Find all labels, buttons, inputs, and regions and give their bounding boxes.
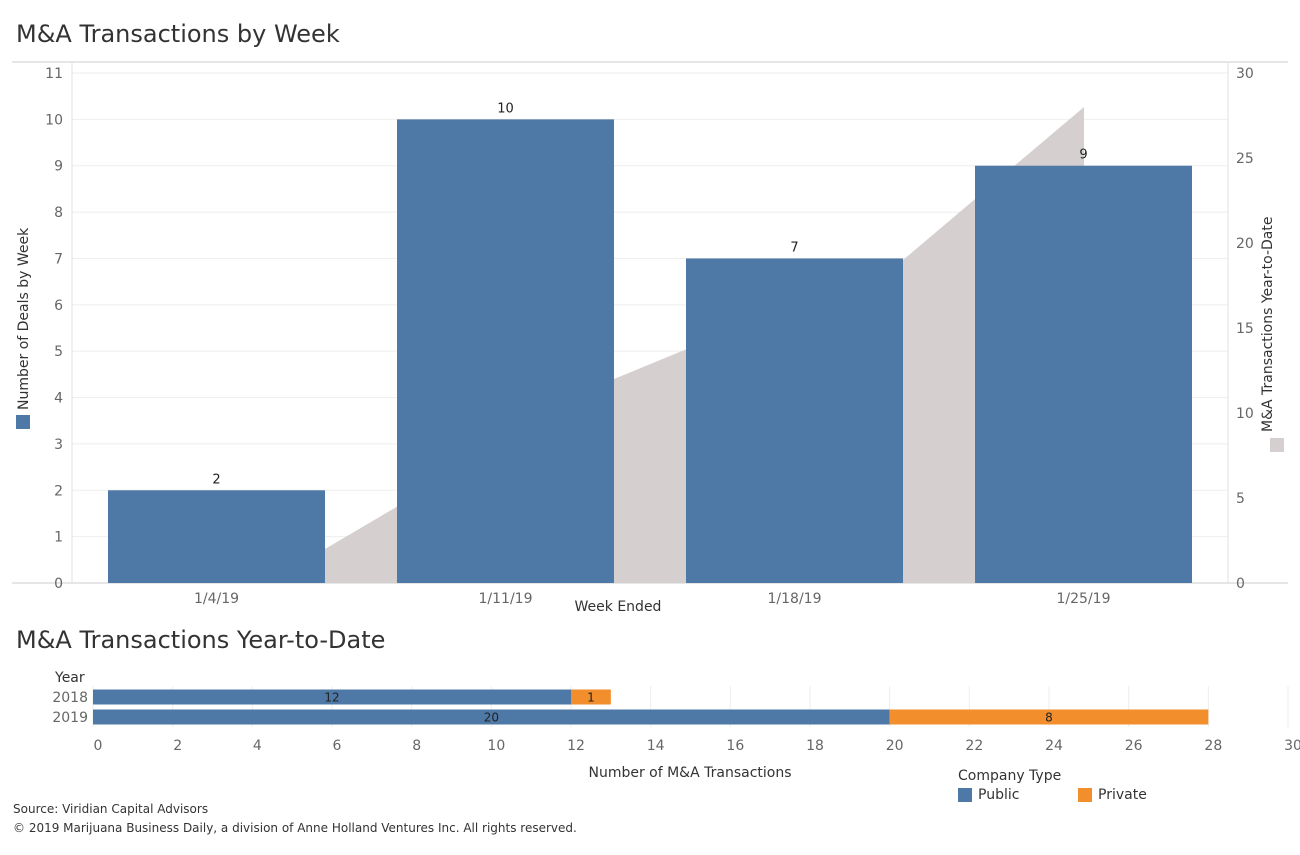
x-tick-label: 26 <box>1125 738 1143 754</box>
y2-axis-title: M&A Transactions Year-to-Date <box>1260 217 1276 432</box>
copyright-note: © 2019 Marijuana Business Daily, a divis… <box>13 821 577 835</box>
x-tick-label: 2 <box>173 738 182 754</box>
stacked-bar-public <box>93 689 571 705</box>
chart-title-ytd: M&A Transactions Year-to-Date <box>16 626 386 654</box>
y2-tick-label: 15 <box>1236 321 1254 337</box>
x-tick-label: 1/18/19 <box>768 591 822 607</box>
legend-label-private: Private <box>1098 787 1147 803</box>
bar-week-0 <box>108 490 325 583</box>
year-label: 2019 <box>52 710 88 726</box>
company-type-legend: Company Type Public Private <box>958 768 1198 803</box>
y-axis-title: Number of Deals by Week <box>16 227 32 410</box>
y-tick-label: 10 <box>45 112 63 128</box>
x-tick-label: 24 <box>1045 738 1063 754</box>
segment-value-label: 20 <box>484 711 499 725</box>
bar-week-1 <box>397 119 614 583</box>
legend-swatch-private <box>1078 788 1092 802</box>
x-tick-label: 10 <box>487 738 505 754</box>
legend-item-private: Private <box>1078 787 1198 803</box>
y-tick-label: 5 <box>54 344 63 360</box>
bar-value-label: 9 <box>1079 148 1087 163</box>
y-tick-label: 0 <box>54 576 63 592</box>
x-tick-label: 1/11/19 <box>479 591 533 607</box>
bar-week-3 <box>975 165 1192 583</box>
y2-tick-label: 10 <box>1236 406 1254 422</box>
y2-tick-label: 5 <box>1236 491 1245 507</box>
segment-value-label: 1 <box>587 691 595 705</box>
y-tick-label: 8 <box>54 205 63 221</box>
x-tick-label: 22 <box>965 738 983 754</box>
x-axis-title: Week Ended <box>575 599 662 615</box>
bar-value-label: 10 <box>497 101 514 116</box>
x-tick-label: 14 <box>647 738 665 754</box>
legend-item-public: Public <box>958 787 1078 803</box>
weekly-transactions-chart: 2 10 7 9 0 1 2 3 4 5 6 7 8 9 10 11 0 5 10 15 20 25 30 1/4/19 1/1… <box>12 61 1288 615</box>
x-tick-label: 28 <box>1204 738 1222 754</box>
y-tick-label: 3 <box>54 437 63 453</box>
x-tick-label: 1/25/19 <box>1057 591 1111 607</box>
source-note: Source: Viridian Capital Advisors <box>13 802 209 816</box>
bar-value-label: 7 <box>790 240 798 255</box>
x-tick-label: 1/4/19 <box>194 591 239 607</box>
y-header: Year <box>54 670 85 686</box>
y-axis-swatch <box>16 415 30 429</box>
x-tick-label: 4 <box>253 738 262 754</box>
stacked-bar-private <box>889 709 1209 725</box>
year-label: 2018 <box>52 690 88 706</box>
y2-axis-swatch <box>1270 438 1284 452</box>
x-tick-label: 6 <box>333 738 342 754</box>
bar-week-2 <box>686 258 903 583</box>
y-tick-label: 9 <box>54 159 63 175</box>
segment-value-label: 12 <box>324 691 339 705</box>
y2-tick-label: 25 <box>1236 151 1254 167</box>
stacked-bar-public <box>93 709 890 725</box>
segment-value-label: 8 <box>1045 711 1053 725</box>
x-axis-title: Number of M&A Transactions <box>588 765 791 781</box>
y2-tick-label: 0 <box>1236 576 1245 592</box>
x-tick-label: 20 <box>886 738 904 754</box>
y-tick-label: 1 <box>54 530 63 546</box>
x-tick-label: 16 <box>726 738 744 754</box>
bar-value-label: 2 <box>212 472 220 487</box>
y-tick-label: 2 <box>54 483 63 499</box>
x-tick-label: 8 <box>412 738 421 754</box>
x-tick-label: 0 <box>94 738 103 754</box>
y2-tick-label: 30 <box>1236 66 1254 82</box>
x-tick-label: 12 <box>567 738 585 754</box>
x-tick-label: 30 <box>1284 738 1300 754</box>
legend-title: Company Type <box>958 768 1062 784</box>
y2-tick-label: 20 <box>1236 236 1254 252</box>
y-tick-label: 4 <box>54 391 63 407</box>
y-tick-label: 6 <box>54 298 63 314</box>
y-tick-label: 7 <box>54 251 63 267</box>
stacked-bar-private <box>571 689 611 705</box>
chart-title-weekly: M&A Transactions by Week <box>16 20 340 48</box>
legend-swatch-public <box>958 788 972 802</box>
x-tick-label: 18 <box>806 738 824 754</box>
legend-label-public: Public <box>978 787 1020 803</box>
y-tick-label: 11 <box>45 66 63 82</box>
